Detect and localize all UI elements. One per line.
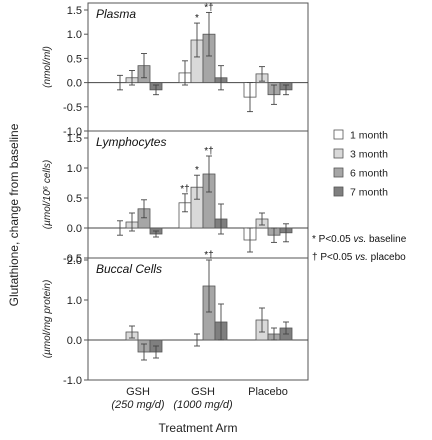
y-tick-label: 1.5 xyxy=(67,133,82,145)
y-tick-label: -1.0 xyxy=(63,126,82,138)
y-tick-label: 1.0 xyxy=(67,295,82,307)
legend-label: 1 month xyxy=(350,130,388,142)
panel-0: 1.5 1.0 0.5 0.0 -0.5 -1.0 Plasma (nmol/ml) * *† xyxy=(42,2,309,138)
category-label: GSH xyxy=(191,386,215,398)
y-tick-label: 1.5 xyxy=(67,5,82,17)
legend-label: 7 month xyxy=(350,187,388,199)
y-axis-title: Glutathione, change from baseline xyxy=(7,123,21,306)
significance-mark: *† xyxy=(204,250,213,261)
y-tick-label: 0.0 xyxy=(67,335,82,347)
footnote-target: baseline xyxy=(369,234,407,245)
panel-unit: (µmol/mg protein) xyxy=(42,280,53,359)
panel-frame xyxy=(87,257,309,381)
legend-label: 3 month xyxy=(350,149,388,161)
legend-swatch xyxy=(333,167,344,178)
significance-mark: *† xyxy=(204,146,213,157)
panel-2: 2.0 1.0 0.0 -1.0 Buccal Cells (µmol/mg protei… xyxy=(42,250,309,387)
footnote: * P<0.05 vs. baseline xyxy=(312,234,407,245)
footnote-vs: vs. xyxy=(353,234,369,245)
footnote-target: placebo xyxy=(371,252,406,263)
panel-title: Plasma xyxy=(96,7,136,21)
y-tick-label: 2.0 xyxy=(67,255,82,267)
y-tick-label: -0.5 xyxy=(63,253,82,265)
footnote-vs: vs. xyxy=(355,252,371,263)
category-sublabel: (250 mg/d) xyxy=(111,399,165,411)
panel-title: Buccal Cells xyxy=(96,262,162,276)
y-tick-label: 0.0 xyxy=(67,78,82,90)
panel-1: 1.5 1.0 0.5 0.0 -0.5 Lymphocytes (µmol/10⁶ cel… xyxy=(42,130,309,265)
y-tick-label: 0.5 xyxy=(67,193,82,205)
y-tick-label: -0.5 xyxy=(63,102,82,114)
footnote-symbol: † xyxy=(312,252,320,263)
legend: 1 month 3 month 6 month 7 month xyxy=(333,129,388,199)
significance-mark: * xyxy=(195,13,199,24)
category-sublabel: (1000 mg/d) xyxy=(173,399,233,411)
panel-unit: (nmol/ml) xyxy=(42,46,53,88)
y-tick-label: 0.5 xyxy=(67,53,82,65)
significance-mark: * xyxy=(195,165,199,176)
footnote-symbol: * xyxy=(312,234,319,245)
category-label: Placebo xyxy=(248,386,288,398)
category-label: GSH xyxy=(126,386,150,398)
y-tick-label: 0.0 xyxy=(67,223,82,235)
x-axis-title: Treatment Arm xyxy=(159,421,238,435)
significance-mark: *† xyxy=(204,2,213,13)
legend-label: 6 month xyxy=(350,168,388,180)
legend-swatch xyxy=(333,129,344,140)
panel-title: Lymphocytes xyxy=(96,135,166,149)
footnote-text: P<0.05 xyxy=(319,234,354,245)
footnote-text: P<0.05 xyxy=(320,252,355,263)
legend-swatch xyxy=(333,186,344,197)
y-tick-label: 1.0 xyxy=(67,163,82,175)
significance-mark: *† xyxy=(180,184,189,195)
panel-unit: (µmol/10⁶ cells) xyxy=(42,160,53,229)
footnote: † P<0.05 vs. placebo xyxy=(312,252,406,263)
footnotes: * P<0.05 vs. baseline † P<0.05 vs. placeb… xyxy=(312,234,407,263)
y-tick-label: -1.0 xyxy=(63,375,82,387)
y-tick-label: 1.0 xyxy=(67,29,82,41)
legend-swatch xyxy=(333,148,344,159)
